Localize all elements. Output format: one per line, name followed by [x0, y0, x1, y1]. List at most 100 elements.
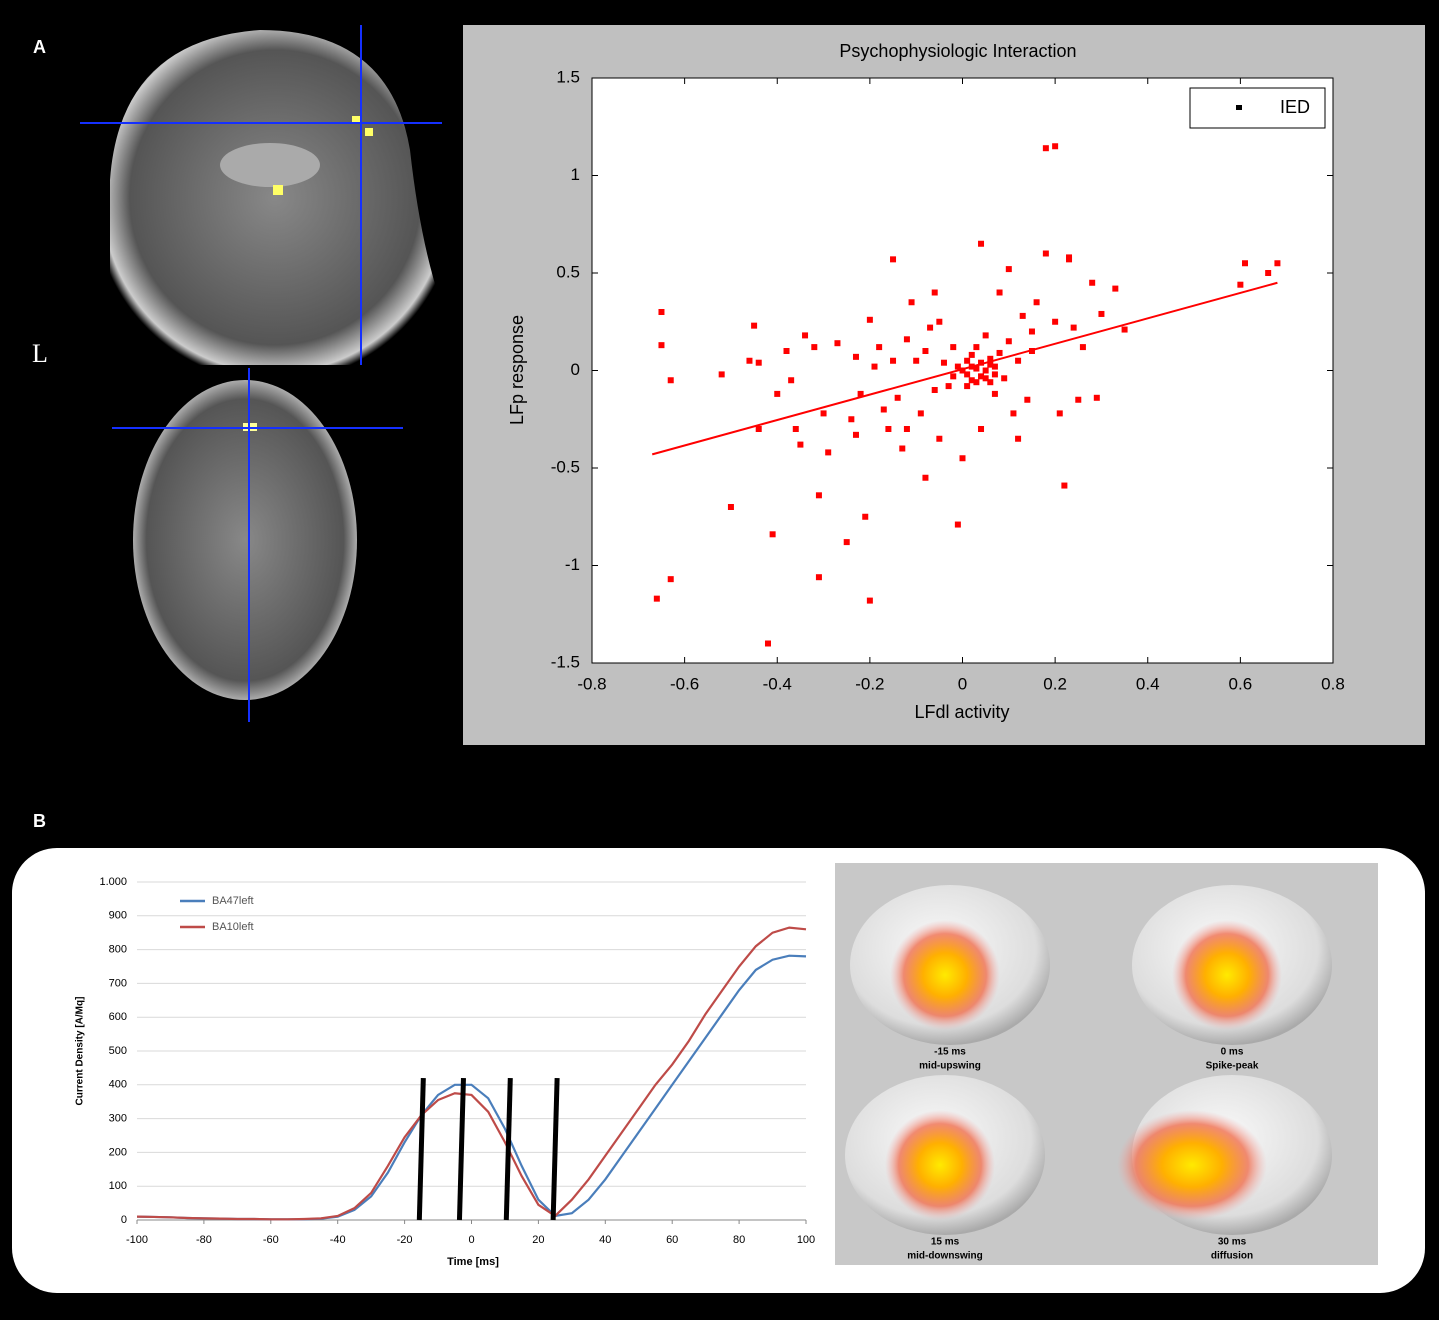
y-tick-label: 1.000	[99, 876, 127, 888]
point	[667, 377, 674, 384]
point	[922, 474, 929, 481]
activation	[1117, 1110, 1267, 1220]
x-tick-label: 40	[599, 1234, 611, 1246]
x-tick-label: -40	[330, 1234, 346, 1246]
point	[802, 332, 809, 339]
point	[1089, 279, 1096, 286]
point	[1015, 435, 1022, 442]
point	[936, 435, 943, 442]
y-tick-label: 600	[109, 1011, 127, 1023]
point	[1042, 145, 1049, 152]
x-tick-label: 100	[797, 1234, 815, 1246]
point	[1079, 344, 1086, 351]
point	[1028, 328, 1035, 335]
point	[1093, 394, 1100, 401]
point	[774, 390, 781, 397]
point	[1098, 310, 1105, 317]
fit-line	[651, 281, 1278, 456]
event-marker	[550, 1077, 560, 1221]
point	[899, 445, 906, 452]
brain-time: 0 ms	[1221, 1047, 1244, 1058]
y-tick-label: 0	[121, 1214, 127, 1226]
point	[1061, 482, 1068, 489]
x-tick-label: 0.6	[1229, 674, 1253, 693]
y-tick-label: 200	[109, 1146, 127, 1158]
point	[1121, 326, 1128, 333]
x-axis-label: LFdl activity	[914, 702, 1009, 722]
point	[964, 371, 971, 378]
point	[913, 357, 920, 364]
point	[727, 504, 734, 510]
point	[815, 492, 822, 499]
point	[945, 383, 952, 390]
legend-label: BA10left	[212, 921, 254, 933]
point	[991, 363, 998, 370]
point	[903, 426, 910, 432]
x-tick-label: -20	[397, 1234, 413, 1246]
point	[1052, 318, 1059, 325]
legend-marker	[1236, 105, 1242, 110]
brain-maps: -15 ms mid-upswing 0 ms Spike-peak 15 ms mid-…	[845, 885, 1332, 1262]
point	[667, 576, 674, 583]
mri-axial	[112, 368, 403, 722]
point	[987, 379, 994, 386]
point	[1015, 357, 1022, 364]
point	[950, 373, 957, 380]
point	[954, 521, 961, 528]
mri-sagittal	[80, 25, 442, 365]
point	[927, 324, 934, 331]
point	[852, 353, 859, 360]
point	[964, 383, 971, 390]
y-tick-label: 0	[571, 360, 580, 379]
x-tick-label: -0.2	[855, 674, 884, 693]
y-tick-label: 300	[109, 1113, 127, 1125]
point	[973, 344, 980, 351]
point	[1265, 270, 1272, 276]
point	[764, 640, 771, 647]
y-tick-label: 500	[109, 1045, 127, 1057]
panel-label: A	[33, 37, 46, 57]
x-tick-label: 20	[532, 1234, 544, 1246]
point	[866, 316, 873, 323]
x-tick-label: 0	[958, 674, 967, 693]
point	[1066, 256, 1073, 263]
legend-label: BA47left	[212, 895, 254, 907]
x-tick-label: 0.2	[1043, 674, 1067, 693]
x-axis-label: Time [ms]	[447, 1256, 499, 1268]
point	[1242, 260, 1249, 267]
x-tick-label: -100	[126, 1234, 148, 1246]
point	[718, 371, 725, 378]
point	[968, 377, 975, 384]
y-axis-label: LFp response	[507, 315, 527, 425]
activation	[885, 1110, 995, 1220]
point	[834, 340, 841, 347]
point	[811, 344, 818, 351]
y-axis-label: Current Density [A/Mq]	[75, 997, 86, 1106]
event-marker	[503, 1077, 513, 1221]
y-tick-label: 0.5	[556, 262, 580, 281]
legend-box	[1189, 87, 1326, 129]
point	[894, 394, 901, 401]
brain-time: -15 ms	[934, 1047, 966, 1058]
point	[959, 455, 966, 462]
point	[991, 390, 998, 397]
x-tick-label: -0.4	[763, 674, 792, 693]
point	[959, 367, 966, 374]
point	[792, 426, 799, 432]
orientation-label: L	[32, 339, 48, 368]
point	[885, 426, 892, 432]
point	[931, 289, 938, 296]
y-tick-label: -1	[565, 555, 580, 574]
point	[964, 357, 971, 364]
x-tick-label: 0.4	[1136, 674, 1160, 693]
point	[1042, 250, 1049, 257]
y-tick-label: 900	[109, 910, 127, 922]
point	[820, 410, 827, 417]
point	[917, 410, 924, 417]
point	[1001, 375, 1008, 382]
point	[871, 363, 878, 370]
point	[982, 375, 989, 382]
point	[978, 426, 985, 432]
point	[1070, 324, 1077, 331]
point	[843, 539, 850, 546]
